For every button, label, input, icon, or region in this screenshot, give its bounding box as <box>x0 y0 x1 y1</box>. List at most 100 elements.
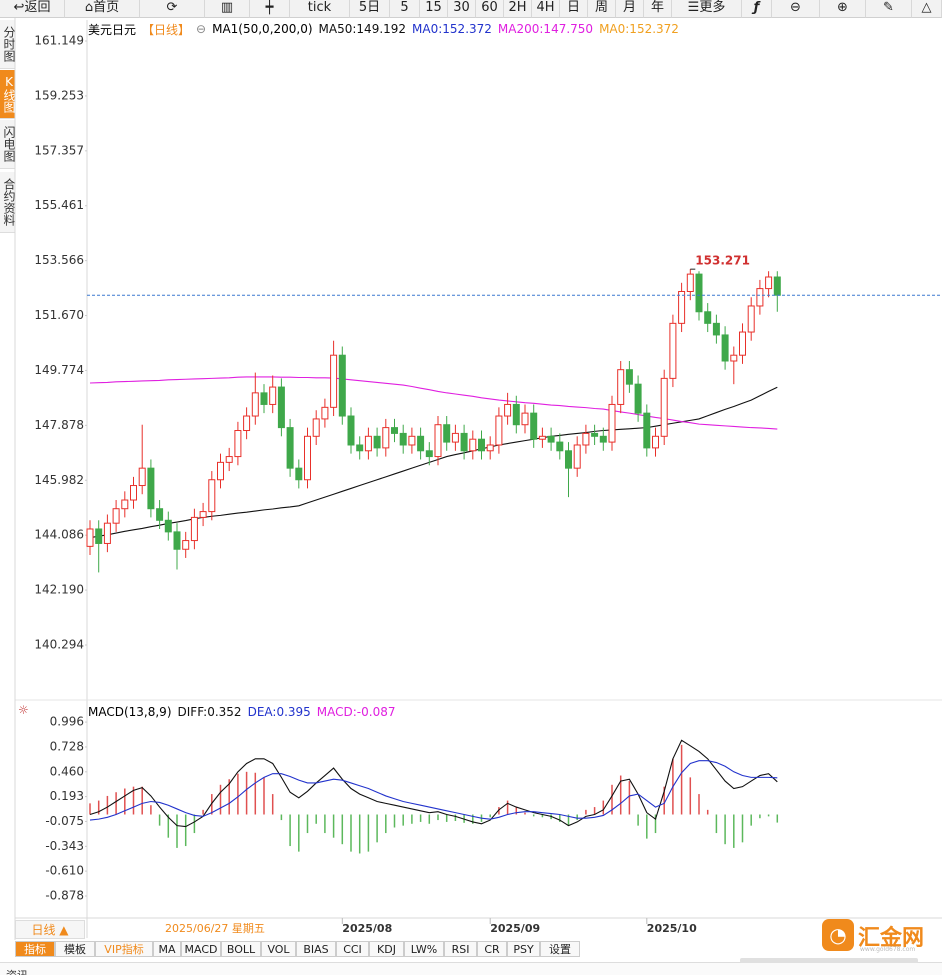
tab[interactable]: 指标 <box>15 941 55 957</box>
period-button[interactable]: 5 <box>390 0 420 18</box>
y-tick-label: 145.982 <box>34 473 84 487</box>
candle-body <box>765 276 773 290</box>
collapse-button[interactable]: △ <box>912 0 942 18</box>
candle-icon-button[interactable]: ┿ <box>250 0 290 18</box>
candle-body <box>425 450 433 458</box>
period-button[interactable]: 30 <box>448 0 476 18</box>
settings-icon[interactable]: ☼ <box>18 703 29 717</box>
period-button[interactable]: 60 <box>476 0 504 18</box>
refresh-button[interactable]: ⟳ <box>140 0 205 18</box>
series-line <box>89 376 778 430</box>
macd-bar <box>245 771 248 815</box>
macd-bar <box>750 814 752 826</box>
candle-body <box>399 432 407 446</box>
period-button[interactable]: 年 <box>644 0 672 18</box>
high-label: 153.271 <box>695 254 750 268</box>
home-button[interactable]: ⌂首页 <box>65 0 140 18</box>
macd-bar <box>689 777 692 815</box>
side-tab[interactable]: 分时图 <box>0 20 16 69</box>
formula-button[interactable]: ƒ <box>742 0 772 18</box>
macd-bar <box>115 792 117 815</box>
macd-bar <box>706 809 709 815</box>
candle-body <box>156 508 164 521</box>
tab[interactable]: MACD <box>181 941 221 957</box>
tab[interactable]: PSY <box>507 941 540 957</box>
series-line <box>89 739 778 828</box>
macd-bar <box>419 814 422 822</box>
zoom-in-button[interactable]: ⊕ <box>820 0 866 18</box>
period-button[interactable]: 5日 <box>350 0 390 18</box>
candle-body <box>408 435 416 446</box>
tab[interactable]: BIAS <box>296 941 336 957</box>
y-tick-label: 147.878 <box>34 418 84 432</box>
legend-entry: MA200:147.750 <box>497 22 594 36</box>
legend-entry: DEA:0.395 <box>247 705 311 719</box>
candle-body <box>678 290 686 324</box>
period-button[interactable]: 2H <box>504 0 532 18</box>
candle-body <box>495 415 503 446</box>
candle-body <box>295 467 303 481</box>
macd-bar <box>715 814 718 834</box>
tab[interactable]: MA <box>153 941 181 957</box>
macd-bar <box>593 807 596 815</box>
y-tick-label: 0.728 <box>50 739 84 753</box>
period-button[interactable]: 日 <box>560 0 588 18</box>
footer-tab[interactable]: 资讯 <box>6 967 28 975</box>
footer-bar <box>0 962 942 975</box>
y-tick-label: 144.086 <box>34 528 84 542</box>
period: 【日线】 <box>142 22 191 37</box>
tab[interactable]: KDJ <box>369 941 404 957</box>
scrollbar[interactable] <box>740 958 918 963</box>
candle-body <box>434 424 442 458</box>
y-tick-label: 142.190 <box>34 583 84 597</box>
macd-bar <box>585 809 587 815</box>
candle-body <box>304 435 311 481</box>
macd-bar <box>646 814 648 839</box>
cursor-date: 2025/06/27 星期五 <box>165 922 265 935</box>
tab[interactable]: VIP指标 <box>95 941 153 957</box>
tab[interactable]: 模板 <box>55 941 95 957</box>
y-tick-label: -0.610 <box>45 864 84 878</box>
candle-body <box>286 427 294 469</box>
period-button[interactable]: 4H <box>532 0 560 18</box>
candle-body <box>391 427 398 434</box>
side-tab[interactable]: 合约资料 <box>0 172 16 233</box>
period-button[interactable]: 月 <box>616 0 644 18</box>
macd-bar <box>741 814 744 843</box>
more-button[interactable]: ☰更多 <box>672 0 742 18</box>
chart-icon-button[interactable]: ▥ <box>205 0 250 18</box>
draw-button[interactable]: ✎ <box>866 0 912 18</box>
period-select[interactable]: 日线 ▲ <box>15 920 85 939</box>
zoom-out-button[interactable]: ⊖ <box>772 0 820 18</box>
legend-entry: MA0:152.372 <box>412 22 492 36</box>
series-line <box>89 386 778 539</box>
legend-entry: MACD:-0.087 <box>316 705 396 719</box>
tab[interactable]: 设置 <box>540 941 580 957</box>
y-tick-label: 159.253 <box>34 88 84 102</box>
tab[interactable]: VOL <box>261 941 296 957</box>
tab[interactable]: BOLL <box>221 941 261 957</box>
back-button[interactable]: ↩返回 <box>0 0 65 18</box>
candle-body <box>225 456 233 463</box>
settings-icon[interactable]: ⊖ <box>196 22 207 36</box>
macd-bar <box>515 807 518 815</box>
tab[interactable]: LW% <box>404 941 444 957</box>
side-tab[interactable]: K线图 <box>0 70 16 119</box>
period-button[interactable]: 15 <box>420 0 448 18</box>
macd-bar <box>776 814 779 823</box>
period-button[interactable]: tick <box>290 0 350 18</box>
side-tab[interactable]: 闪电图 <box>0 120 16 169</box>
macd-bar <box>202 809 204 815</box>
candle-body <box>251 392 259 417</box>
macd-bar <box>393 814 396 828</box>
period-button[interactable]: 周 <box>588 0 616 18</box>
candle-body <box>330 354 338 408</box>
macd-bar <box>228 779 230 815</box>
macd-bar <box>358 814 361 854</box>
tab[interactable]: CCI <box>336 941 369 957</box>
y-tick-label: 0.193 <box>50 789 84 803</box>
tab[interactable]: CR <box>477 941 507 957</box>
macd-bar <box>541 814 544 818</box>
tab[interactable]: RSI <box>444 941 477 957</box>
back-label: 返回 <box>24 0 51 15</box>
